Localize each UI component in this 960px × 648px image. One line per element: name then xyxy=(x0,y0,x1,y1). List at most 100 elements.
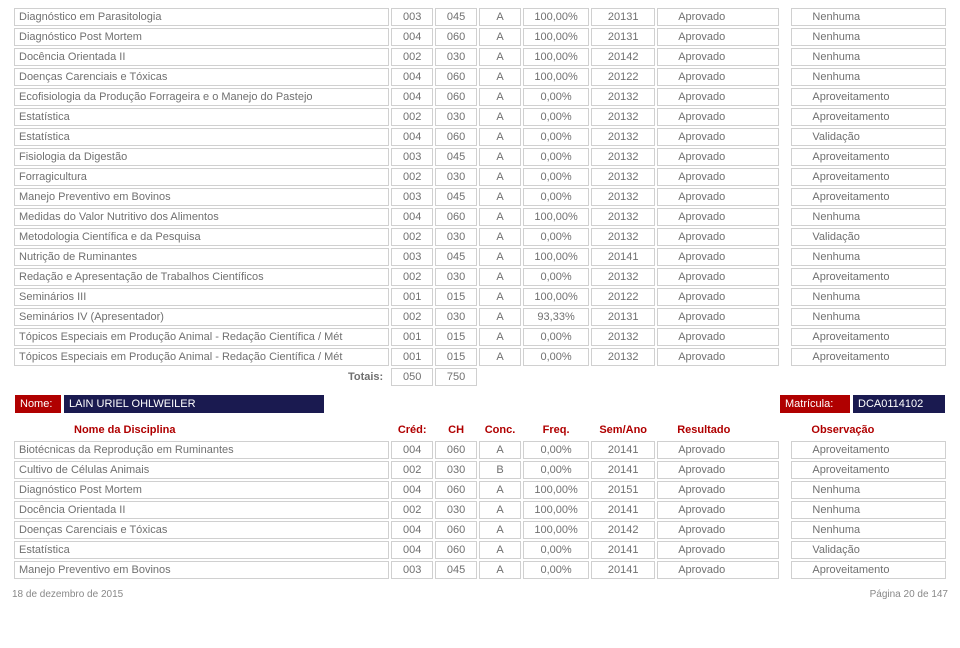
table-row: Tópicos Especiais em Produção Animal - R… xyxy=(14,328,946,346)
cell-cred: 004 xyxy=(391,88,433,106)
cell-disc: Manejo Preventivo em Bovinos xyxy=(14,188,389,206)
cell-res: Aprovado xyxy=(657,308,778,326)
cell-disc: Seminários III xyxy=(14,288,389,306)
table-row: Manejo Preventivo em Bovinos003045A0,00%… xyxy=(14,561,946,579)
cell-disc: Tópicos Especiais em Produção Animal - R… xyxy=(14,348,389,366)
col-conc: Conc. xyxy=(479,421,521,439)
cell-res: Aprovado xyxy=(657,328,778,346)
cell-res: Aprovado xyxy=(657,108,778,126)
cell-ch: 030 xyxy=(435,168,477,186)
cell-conc: A xyxy=(479,561,521,579)
footer-page: Página 20 de 147 xyxy=(870,589,948,600)
cell-obs: Aproveitamento xyxy=(791,148,946,166)
table-row: Doenças Carenciais e Tóxicas004060A100,0… xyxy=(14,68,946,86)
cell-obs: Validação xyxy=(791,128,946,146)
cell-ch: 015 xyxy=(435,348,477,366)
cell-obs: Validação xyxy=(791,541,946,559)
cell-cred: 002 xyxy=(391,228,433,246)
cell-freq: 100,00% xyxy=(523,481,589,499)
cell-res: Aprovado xyxy=(657,248,778,266)
cell-disc: Ecofisiologia da Produção Forrageira e o… xyxy=(14,88,389,106)
cell-ch: 060 xyxy=(435,521,477,539)
table-row: Docência Orientada II002030A100,00%20142… xyxy=(14,48,946,66)
matricula-value: DCA0114102 xyxy=(853,395,945,413)
cell-disc: Diagnóstico em Parasitologia xyxy=(14,8,389,26)
totais-row: Totais:050750 xyxy=(14,368,946,386)
cell-res: Aprovado xyxy=(657,541,778,559)
cell-ch: 045 xyxy=(435,188,477,206)
cell-res: Aprovado xyxy=(657,28,778,46)
cell-sem: 20151 xyxy=(591,481,655,499)
table-row: Cultivo de Células Animais002030B0,00%20… xyxy=(14,461,946,479)
col-sem: Sem/Ano xyxy=(591,421,655,439)
cell-res: Aprovado xyxy=(657,268,778,286)
cell-res: Aprovado xyxy=(657,288,778,306)
cell-res: Aprovado xyxy=(657,188,778,206)
cell-disc: Tópicos Especiais em Produção Animal - R… xyxy=(14,328,389,346)
cell-res: Aprovado xyxy=(657,461,778,479)
cell-disc: Estatística xyxy=(14,541,389,559)
table-row: Tópicos Especiais em Produção Animal - R… xyxy=(14,348,946,366)
totais-a: 050 xyxy=(391,368,433,386)
cell-disc: Docência Orientada II xyxy=(14,48,389,66)
cell-freq: 100,00% xyxy=(523,8,589,26)
cell-conc: A xyxy=(479,521,521,539)
cell-cred: 002 xyxy=(391,168,433,186)
cell-ch: 030 xyxy=(435,268,477,286)
cell-obs: Aproveitamento xyxy=(791,561,946,579)
cell-obs: Nenhuma xyxy=(791,308,946,326)
cell-sem: 20131 xyxy=(591,28,655,46)
cell-obs: Aproveitamento xyxy=(791,328,946,346)
cell-freq: 0,00% xyxy=(523,128,589,146)
table-row: Fisiologia da Digestão003045A0,00%20132A… xyxy=(14,148,946,166)
totais-b: 750 xyxy=(435,368,477,386)
cell-sem: 20122 xyxy=(591,68,655,86)
cell-conc: A xyxy=(479,88,521,106)
cell-ch: 030 xyxy=(435,501,477,519)
cell-freq: 0,00% xyxy=(523,268,589,286)
cell-sem: 20141 xyxy=(591,561,655,579)
cell-conc: A xyxy=(479,348,521,366)
cell-ch: 060 xyxy=(435,441,477,459)
cell-ch: 045 xyxy=(435,248,477,266)
table-row: Estatística004060A0,00%20141AprovadoVali… xyxy=(14,541,946,559)
cell-ch: 015 xyxy=(435,288,477,306)
cell-sem: 20132 xyxy=(591,168,655,186)
col-ch: CH xyxy=(435,421,477,439)
cell-freq: 0,00% xyxy=(523,88,589,106)
cell-cred: 004 xyxy=(391,521,433,539)
cell-cred: 003 xyxy=(391,8,433,26)
cell-res: Aprovado xyxy=(657,48,778,66)
cell-conc: A xyxy=(479,268,521,286)
cell-res: Aprovado xyxy=(657,88,778,106)
cell-freq: 100,00% xyxy=(523,288,589,306)
cell-conc: A xyxy=(479,188,521,206)
cell-cred: 003 xyxy=(391,148,433,166)
cell-disc: Doenças Carenciais e Tóxicas xyxy=(14,68,389,86)
cell-sem: 20141 xyxy=(591,461,655,479)
cell-disc: Nutrição de Ruminantes xyxy=(14,248,389,266)
cell-res: Aprovado xyxy=(657,348,778,366)
nome-label: Nome: xyxy=(15,395,61,413)
cell-freq: 0,00% xyxy=(523,148,589,166)
cell-freq: 100,00% xyxy=(523,68,589,86)
cell-res: Aprovado xyxy=(657,501,778,519)
cell-disc: Doenças Carenciais e Tóxicas xyxy=(14,521,389,539)
cell-ch: 045 xyxy=(435,148,477,166)
table-row: Metodologia Científica e da Pesquisa0020… xyxy=(14,228,946,246)
nome-value: LAIN URIEL OHLWEILER xyxy=(64,395,324,413)
cell-freq: 0,00% xyxy=(523,188,589,206)
table-row: Seminários IV (Apresentador)002030A93,33… xyxy=(14,308,946,326)
cell-obs: Nenhuma xyxy=(791,481,946,499)
cell-sem: 20141 xyxy=(591,541,655,559)
cell-sem: 20132 xyxy=(591,228,655,246)
cell-sem: 20131 xyxy=(591,308,655,326)
cell-res: Aprovado xyxy=(657,561,778,579)
col-disc: Nome da Disciplina xyxy=(14,421,389,439)
cell-obs: Validação xyxy=(791,228,946,246)
cell-obs: Aproveitamento xyxy=(791,168,946,186)
cell-ch: 045 xyxy=(435,561,477,579)
cell-sem: 20132 xyxy=(591,148,655,166)
disciplines-table-1: Diagnóstico em Parasitologia003045A100,0… xyxy=(12,6,948,388)
cell-freq: 100,00% xyxy=(523,28,589,46)
